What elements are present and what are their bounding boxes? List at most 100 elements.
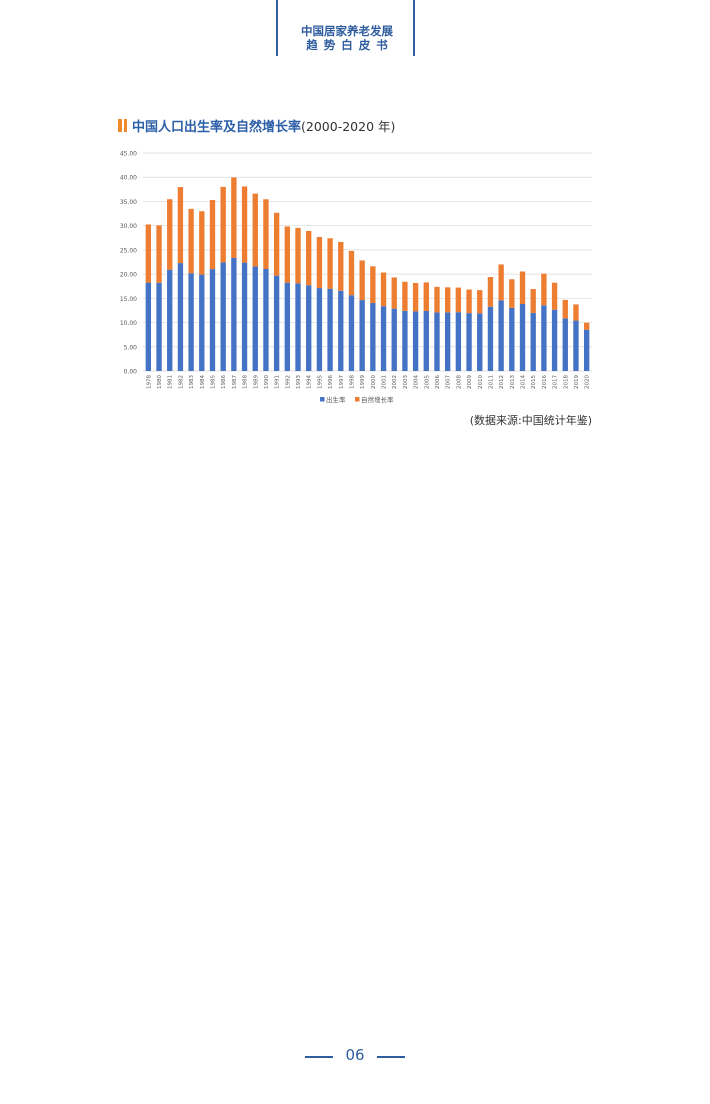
bar-birth-rate (541, 305, 547, 371)
bar-birth-rate (284, 282, 290, 371)
bar-birth-rate (391, 308, 397, 371)
x-tick-label: 1991 (275, 375, 281, 389)
bar-natural-growth (466, 289, 472, 314)
x-tick-label: 1978 (146, 375, 152, 389)
bar-birth-rate (177, 263, 184, 371)
legend-swatch-natural-growth (355, 397, 360, 402)
x-tick-label: 2004 (414, 375, 420, 389)
bar-natural-growth (370, 266, 376, 304)
x-tick-label: 1995 (317, 375, 323, 389)
bar-birth-rate (145, 282, 152, 371)
y-tick-label: 10.00 (120, 320, 137, 327)
bar-birth-rate (412, 311, 419, 371)
bar-natural-growth (338, 241, 344, 291)
bar-birth-rate (327, 288, 333, 371)
legend-swatch-birth-rate (320, 397, 325, 402)
bar-natural-growth (167, 199, 173, 270)
bar-birth-rate (370, 303, 376, 371)
title-bar-icon (118, 118, 127, 132)
bar-birth-rate (455, 312, 462, 371)
bar-birth-rate (551, 309, 558, 371)
y-tick-label: 0.00 (124, 369, 138, 376)
bar-natural-growth (188, 208, 194, 274)
header-title-line1: 中国居家养老发展 (301, 24, 393, 38)
y-tick-label: 40.00 (120, 175, 137, 182)
bar-natural-growth (145, 224, 152, 283)
bar-natural-growth (583, 322, 590, 330)
x-tick-label: 1988 (243, 375, 249, 389)
bar-natural-growth (477, 290, 483, 314)
bar-natural-growth (380, 272, 387, 307)
bar-natural-growth (498, 264, 504, 301)
bar-birth-rate (348, 295, 355, 371)
bar-birth-rate (231, 257, 237, 371)
chart-title: 中国人口出生率及自然增长率 (2000-2020 年) (118, 116, 396, 135)
x-tick-label: 1993 (296, 375, 302, 389)
bar-birth-rate (380, 306, 387, 371)
bar-birth-rate (583, 329, 590, 371)
bar-natural-growth (252, 193, 258, 267)
legend-label-natural-growth: 自然增长率 (361, 395, 394, 404)
x-tick-label: 1986 (221, 375, 227, 389)
y-tick-label: 15.00 (120, 296, 137, 303)
bar-birth-rate (188, 273, 194, 371)
bar-birth-rate (273, 275, 280, 371)
bar-natural-growth (348, 250, 355, 296)
bar-natural-growth (519, 271, 526, 305)
bar-natural-growth (284, 226, 290, 283)
bar-birth-rate (477, 313, 483, 371)
x-tick-label: 1989 (253, 375, 259, 389)
bar-natural-growth (327, 238, 333, 289)
x-tick-label: 2000 (371, 375, 377, 389)
x-tick-label: 1980 (157, 375, 163, 389)
chart-title-sub: (2000-2020 年) (301, 118, 396, 134)
bar-birth-rate (167, 269, 173, 371)
x-tick-label: 1994 (307, 375, 313, 389)
bar-birth-rate (316, 288, 323, 371)
bar-natural-growth (445, 287, 451, 313)
bar-natural-growth (359, 260, 365, 301)
bar-birth-rate (562, 318, 568, 371)
bar-natural-growth (509, 279, 515, 308)
bar-birth-rate (434, 312, 440, 371)
bar-natural-growth (487, 277, 494, 307)
x-tick-label: 1998 (349, 375, 355, 389)
stacked-bar-chart: 0.00 5.00 10.00 15.00 20.00 25.00 30.00 35.00 40… (120, 151, 592, 404)
bar-natural-growth (306, 230, 312, 286)
x-tick-label: 2009 (467, 375, 473, 389)
x-tick-label: 2008 (456, 375, 462, 389)
chart-title-main: 中国人口出生率及自然增长率 (132, 119, 302, 135)
bar-natural-growth (220, 186, 226, 263)
x-tick-label: 2012 (499, 375, 505, 389)
x-tick-label: 2017 (553, 375, 559, 389)
x-tick-label: 2020 (585, 375, 591, 389)
x-tick-label: 2002 (392, 375, 398, 389)
x-tick-label: 1992 (285, 375, 291, 389)
header-left-rule (276, 0, 278, 56)
x-tick-label: 2015 (531, 375, 537, 389)
x-tick-label: 2016 (542, 375, 548, 389)
bar-natural-growth (455, 287, 462, 313)
bar-birth-rate (498, 300, 504, 371)
bar-birth-rate (519, 304, 526, 371)
data-source: (数据来源:中国统计年鉴) (469, 414, 592, 427)
bar-natural-growth (541, 273, 547, 306)
x-tick-label: 2019 (574, 375, 580, 389)
bar-birth-rate (209, 269, 216, 371)
x-tick-label: 2003 (403, 375, 409, 389)
page-number: 06 (345, 1046, 365, 1064)
bar-birth-rate (156, 282, 162, 371)
bar-birth-rate (359, 300, 365, 371)
bar-birth-rate (338, 290, 344, 371)
bar-birth-rate (487, 306, 494, 371)
x-tick-label: 2018 (563, 375, 569, 389)
bar-birth-rate (530, 312, 536, 371)
x-tick-label: 1982 (178, 375, 184, 389)
x-tick-label: 1984 (200, 375, 206, 389)
x-tick-label: 1999 (360, 375, 366, 389)
bar-birth-rate (402, 310, 408, 371)
x-tick-label: 1996 (328, 375, 334, 389)
bar-natural-growth (231, 177, 237, 258)
x-tick-label: 2011 (488, 375, 494, 389)
footer-left-rule (305, 1056, 333, 1058)
